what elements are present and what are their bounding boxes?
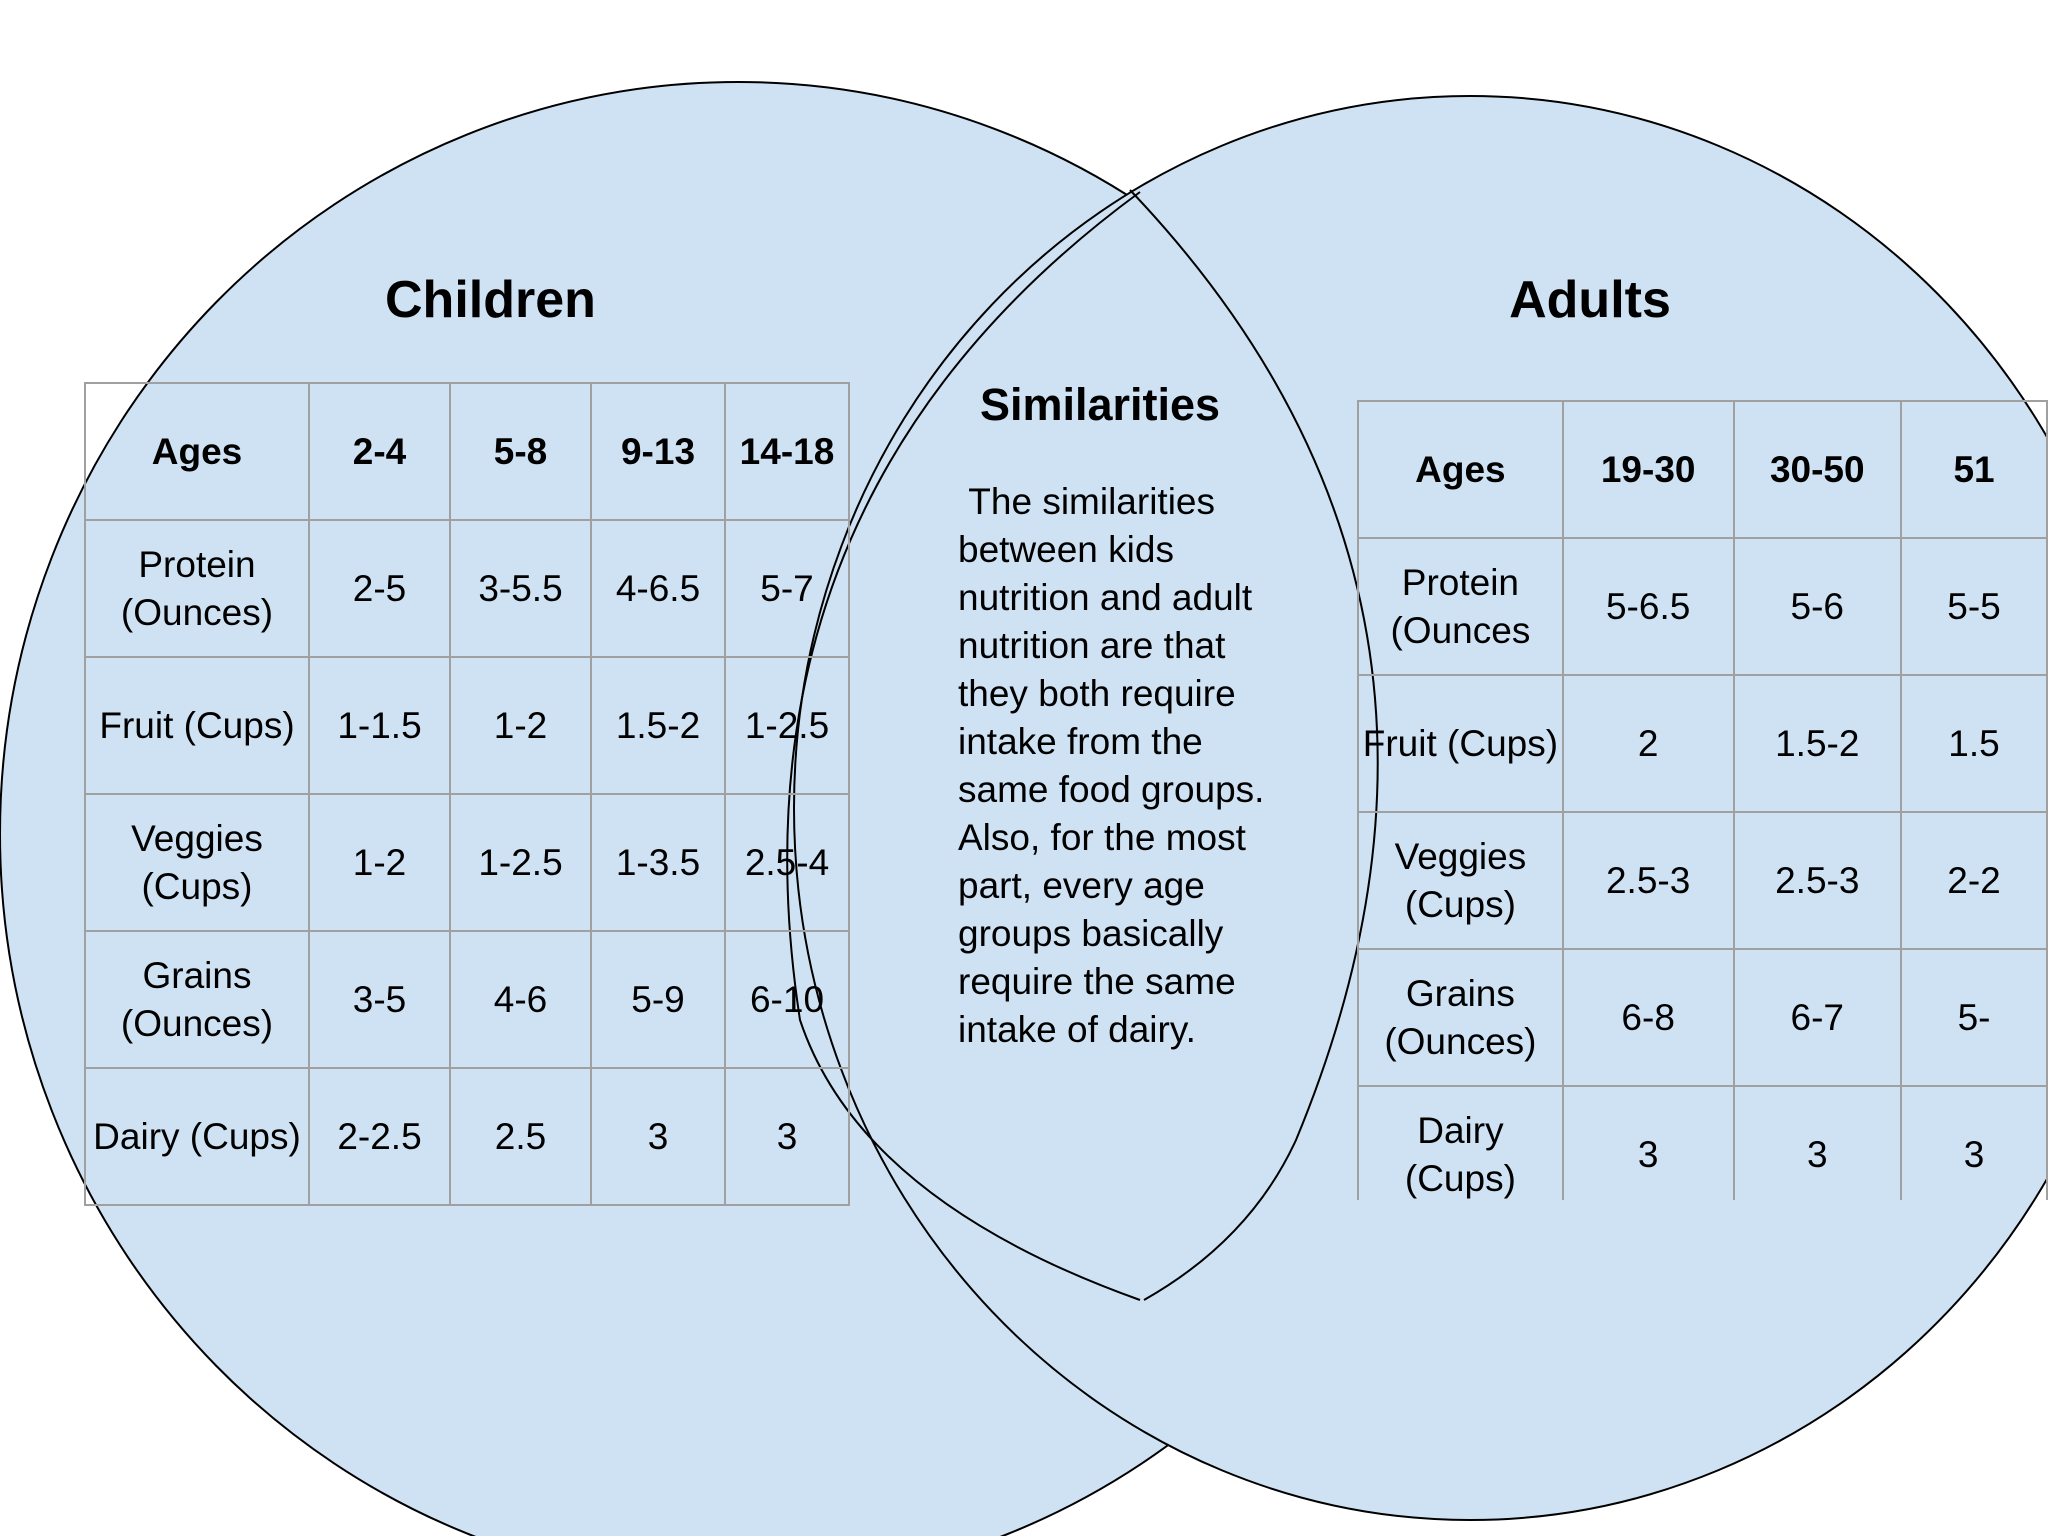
table-cell: 6-8: [1561, 948, 1735, 1087]
table-row-label: Grains (Ounces): [84, 930, 310, 1069]
table-cell: 1.5-2: [590, 656, 726, 795]
similarities-line: require the same: [958, 961, 1236, 1002]
table-cell: 3: [1900, 1085, 2048, 1200]
table-cell: 2: [1561, 674, 1735, 813]
table-row-label: Protein (Ounces): [84, 519, 310, 658]
table-header-cell: 19-30: [1561, 400, 1735, 539]
table-cell: 5-7: [724, 519, 850, 658]
table-cell: 5-6.5: [1561, 537, 1735, 676]
table-row-label: Dairy (Cups): [1357, 1085, 1564, 1200]
table-header-row: Ages 19-30 30-50 51: [1357, 400, 2048, 539]
table-row: Dairy (Cups) 3 3 3: [1357, 1085, 2048, 1200]
table-header-cell: 9-13: [590, 382, 726, 521]
table-row-label: Dairy (Cups): [84, 1067, 310, 1206]
table-cell: 1-2: [449, 656, 592, 795]
adults-title: Adults: [1509, 271, 1671, 329]
table-row: Fruit (Cups) 2 1.5-2 1.5: [1357, 674, 2048, 813]
table-row: Grains (Ounces) 3-5 4-6 5-9 6-10: [84, 930, 850, 1069]
adults-table-viewport: Ages 19-30 30-50 51 Protein (Ounces 5-6.…: [1357, 400, 2048, 1200]
similarities-line: nutrition and adult: [958, 577, 1253, 618]
table-cell: 1-2: [308, 793, 451, 932]
table-cell: 3: [590, 1067, 726, 1206]
table-cell: 1.5-2: [1732, 674, 1903, 813]
table-header-cell: 51: [1900, 400, 2048, 539]
table-header-cell: 14-18: [724, 382, 850, 521]
table-header-cell: Ages: [1357, 400, 1564, 539]
table-cell: 5-9: [590, 930, 726, 1069]
table-row: Veggies (Cups) 2.5-3 2.5-3 2-2: [1357, 811, 2048, 950]
table-row: Protein (Ounces 5-6.5 5-6 5-5: [1357, 537, 2048, 676]
similarities-line: nutrition are that: [958, 625, 1226, 666]
table-cell: 2-2.5: [308, 1067, 451, 1206]
table-row: Protein (Ounces) 2-5 3-5.5 4-6.5 5-7: [84, 519, 850, 658]
children-nutrition-table: Ages 2-4 5-8 9-13 14-18 Protein (Ounces)…: [84, 382, 850, 1206]
table-row-label: Fruit (Cups): [84, 656, 310, 795]
similarities-text: The similarities between kids nutrition …: [958, 478, 1298, 1054]
similarities-line: The similarities: [958, 481, 1215, 522]
table-cell: 3: [1561, 1085, 1735, 1200]
table-cell: 1-2.5: [724, 656, 850, 795]
table-header-cell: 30-50: [1732, 400, 1903, 539]
similarities-line: intake of dairy.: [958, 1009, 1196, 1050]
table-row: Grains (Ounces) 6-8 6-7 5-: [1357, 948, 2048, 1087]
table-cell: 3-5: [308, 930, 451, 1069]
table-row: Fruit (Cups) 1-1.5 1-2 1.5-2 1-2.5: [84, 656, 850, 795]
similarities-line: between kids: [958, 529, 1174, 570]
table-cell: 1-2.5: [449, 793, 592, 932]
table-header-cell: 2-4: [308, 382, 451, 521]
table-cell: 4-6.5: [590, 519, 726, 658]
table-cell: 6-7: [1732, 948, 1903, 1087]
adults-nutrition-table: Ages 19-30 30-50 51 Protein (Ounces 5-6.…: [1357, 400, 2048, 1200]
table-cell: 5-: [1900, 948, 2048, 1087]
children-title: Children: [385, 271, 596, 329]
similarities-line: same food groups.: [958, 769, 1265, 810]
table-header-cell: Ages: [84, 382, 310, 521]
similarities-line: Also, for the most: [958, 817, 1246, 858]
table-cell: 1-1.5: [308, 656, 451, 795]
similarities-line: intake from the: [958, 721, 1203, 762]
table-cell: 1.5: [1900, 674, 2048, 813]
table-row-label: Grains (Ounces): [1357, 948, 1564, 1087]
table-row: Dairy (Cups) 2-2.5 2.5 3 3: [84, 1067, 850, 1206]
similarities-line: groups basically: [958, 913, 1224, 954]
table-row-label: Veggies (Cups): [84, 793, 310, 932]
table-cell: 2.5-3: [1561, 811, 1735, 950]
table-row-label: Veggies (Cups): [1357, 811, 1564, 950]
similarities-line: they both require: [958, 673, 1236, 714]
table-row-label: Protein (Ounces: [1357, 537, 1564, 676]
table-cell: 3: [1732, 1085, 1903, 1200]
similarities-title: Similarities: [979, 379, 1221, 430]
table-header-cell: 5-8: [449, 382, 592, 521]
table-cell: 3: [724, 1067, 850, 1206]
table-cell: 4-6: [449, 930, 592, 1069]
table-cell: 5-6: [1732, 537, 1903, 676]
table-row-label: Fruit (Cups): [1357, 674, 1564, 813]
table-cell: 5-5: [1900, 537, 2048, 676]
table-cell: 3-5.5: [449, 519, 592, 658]
table-header-row: Ages 2-4 5-8 9-13 14-18: [84, 382, 850, 521]
table-cell: 2.5-3: [1732, 811, 1903, 950]
similarities-line: part, every age: [958, 865, 1205, 906]
table-cell: 6-10: [724, 930, 850, 1069]
table-cell: 1-3.5: [590, 793, 726, 932]
table-cell: 2-2: [1900, 811, 2048, 950]
table-row: Veggies (Cups) 1-2 1-2.5 1-3.5 2.5-4: [84, 793, 850, 932]
table-cell: 2.5: [449, 1067, 592, 1206]
table-cell: 2.5-4: [724, 793, 850, 932]
table-cell: 2-5: [308, 519, 451, 658]
